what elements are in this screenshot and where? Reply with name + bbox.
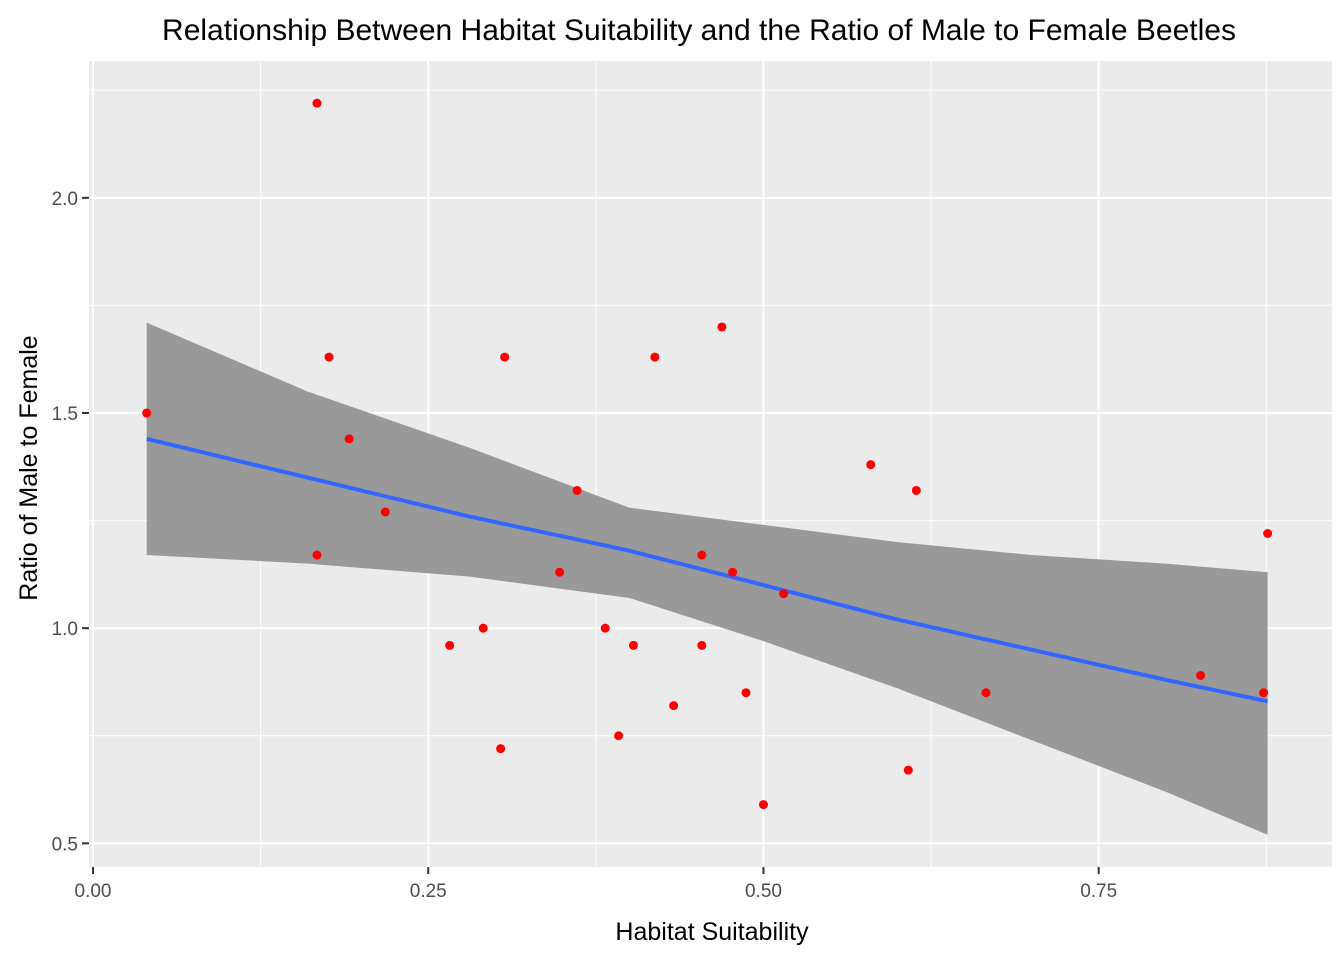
confidence-band xyxy=(146,322,1268,835)
x-tick-label: 0.00 xyxy=(75,881,112,902)
data-point xyxy=(728,567,738,577)
data-point xyxy=(779,589,789,599)
data-point xyxy=(445,640,455,650)
data-point xyxy=(911,485,921,495)
data-point xyxy=(697,550,707,560)
data-point xyxy=(496,744,506,754)
x-axis-ticks: 0.00 0.25 0.50 0.75 xyxy=(75,867,1117,902)
data-points xyxy=(142,98,1273,810)
data-point xyxy=(600,623,610,633)
y-tick-label: 0.5 xyxy=(52,834,78,855)
y-axis-ticks: 0.5 1.0 1.5 2.0 xyxy=(52,189,89,855)
data-point xyxy=(697,640,707,650)
data-point xyxy=(1196,671,1206,681)
data-point xyxy=(741,688,751,698)
data-point xyxy=(1259,688,1269,698)
data-point xyxy=(312,550,322,560)
x-tick-label: 0.25 xyxy=(410,881,447,902)
data-point xyxy=(312,98,322,108)
y-tick-label: 1.0 xyxy=(52,619,78,640)
fit-line xyxy=(146,436,1269,704)
data-point xyxy=(478,623,488,633)
data-point xyxy=(324,352,334,362)
data-point xyxy=(717,322,727,332)
data-point xyxy=(572,485,582,495)
data-point xyxy=(1263,528,1273,538)
data-point xyxy=(866,460,876,470)
data-point xyxy=(344,434,354,444)
data-point xyxy=(669,701,679,711)
chart-title: Relationship Between Habitat Suitability… xyxy=(162,14,1236,47)
data-point xyxy=(628,640,638,650)
data-point xyxy=(981,688,991,698)
data-point xyxy=(903,765,913,775)
data-point xyxy=(380,507,390,517)
x-tick-label: 0.75 xyxy=(1080,881,1117,902)
data-point xyxy=(614,731,624,741)
data-point xyxy=(142,408,152,418)
data-point xyxy=(650,352,660,362)
y-tick-label: 2.0 xyxy=(52,189,78,210)
data-point xyxy=(758,800,768,810)
data-point xyxy=(500,352,510,362)
y-tick-label: 1.5 xyxy=(52,404,78,425)
data-point xyxy=(555,567,565,577)
x-axis-title: Habitat Suitability xyxy=(615,918,809,946)
x-tick-label: 0.50 xyxy=(745,881,782,902)
y-axis-title: Ratio of Male to Female xyxy=(15,335,43,600)
